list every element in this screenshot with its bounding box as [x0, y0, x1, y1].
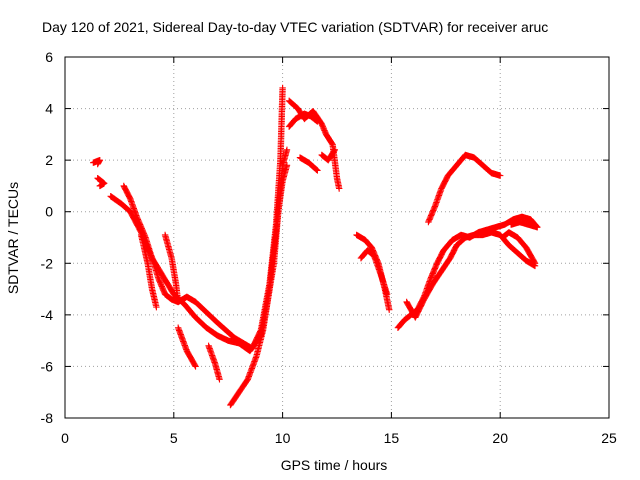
y-tick-label: 2: [45, 152, 53, 168]
y-tick-label: 4: [45, 101, 53, 117]
data-point: [192, 363, 199, 370]
x-tick-label: 25: [601, 430, 617, 446]
data-point: [153, 303, 160, 311]
x-tick-label: 15: [384, 430, 400, 446]
y-tick-label: -8: [41, 410, 54, 426]
data-point: [330, 147, 338, 155]
data-point: [191, 362, 199, 369]
y-tick-label: -2: [41, 255, 54, 271]
y-axis-label: SDTVAR / TECUs: [5, 182, 21, 294]
y-tick-label: 6: [45, 49, 53, 65]
data-point: [331, 146, 339, 154]
y-tick-label: 0: [45, 204, 53, 220]
data-point: [335, 185, 343, 192]
x-axis-label: GPS time / hours: [281, 457, 388, 473]
plot-frame: [64, 56, 610, 419]
data-point: [533, 223, 541, 231]
data-point: [314, 118, 321, 125]
x-tick-label: 5: [170, 430, 178, 446]
data-point: [313, 166, 320, 173]
data-point: [96, 182, 104, 190]
data-point: [314, 167, 321, 174]
data-point: [383, 291, 391, 298]
x-tick-label: 0: [61, 430, 69, 446]
x-tick-label: 20: [492, 430, 508, 446]
axis-ticks: 0 5 10 15 20 25 -8 -6 -4 -2 0 2 4 6: [41, 49, 617, 446]
data-point: [312, 117, 320, 124]
data-point: [279, 84, 286, 92]
x-tick-label: 10: [275, 430, 291, 446]
data-point: [386, 306, 393, 313]
data-point: [312, 165, 320, 173]
data-point: [531, 258, 538, 266]
data-point: [94, 160, 101, 168]
data-point: [283, 146, 291, 154]
y-tick-label: -6: [41, 358, 54, 374]
chart-title: Day 120 of 2021, Sidereal Day-to-day VTE…: [42, 19, 548, 35]
data-point: [216, 376, 223, 383]
data-point: [497, 172, 504, 179]
y-tick-label: -4: [41, 307, 54, 323]
data-point: [283, 162, 291, 169]
data-point: [313, 117, 320, 125]
data-point: [174, 298, 182, 306]
data-points: [90, 84, 541, 409]
data-point: [531, 260, 539, 267]
